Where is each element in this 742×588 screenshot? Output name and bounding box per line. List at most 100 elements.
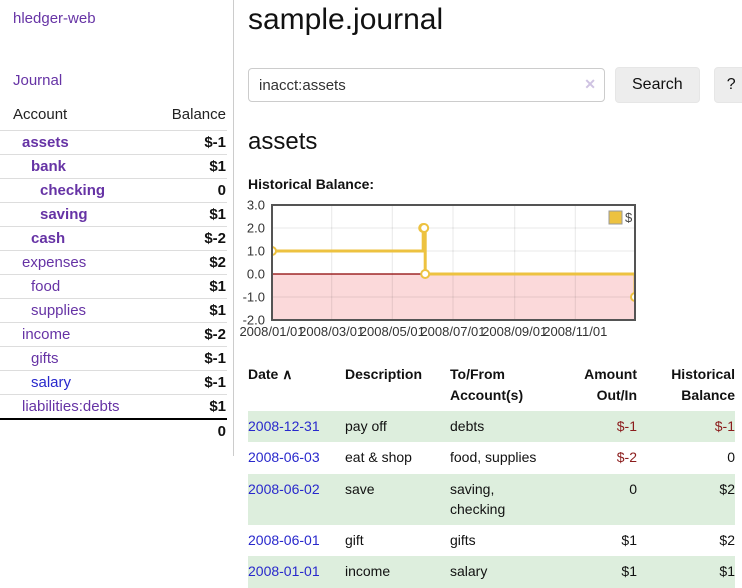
accounts-header-account: Account: [13, 106, 68, 123]
accounts-total-value: 0: [155, 418, 227, 443]
transaction-date-cell: 2008-01-01: [248, 556, 345, 587]
account-balance: $2: [155, 250, 227, 275]
search-button[interactable]: Search: [615, 67, 700, 103]
transaction-date-cell: 2008-12-31: [248, 411, 345, 442]
sidebar-account-link[interactable]: salary: [31, 374, 72, 391]
accounts-table-header-row: Account Balance: [0, 102, 227, 131]
account-name-cell: food: [0, 274, 156, 299]
account-row: bank $1: [0, 154, 227, 179]
account-row: liabilities:debts $1: [0, 394, 227, 419]
column-header-balance: Historical Balance: [671, 366, 735, 403]
transaction-amount: $-1: [616, 418, 637, 434]
accounts-total-spacer: [0, 418, 156, 443]
register-table: Date ∧ Description To/From Account(s) Am…: [248, 362, 735, 588]
account-row: checking 0: [0, 178, 227, 203]
transaction-amount: $1: [621, 563, 637, 580]
svg-text:2008/09/01: 2008/09/01: [482, 324, 547, 339]
sidebar-account-link[interactable]: checking: [40, 182, 106, 199]
page-title: sample.journal: [248, 3, 444, 36]
account-balance: $-1: [155, 346, 227, 371]
transaction-accounts: salary: [450, 563, 488, 580]
transaction-date-link[interactable]: 2008-01-01: [248, 563, 320, 580]
register-row: 2008-06-01 gift gifts $1 $2: [248, 525, 735, 556]
account-balance: $1: [155, 202, 227, 227]
account-title: assets: [248, 128, 318, 155]
accounts-table: Account Balance assets $-1 bank $1 checking 0…: [0, 102, 227, 443]
transaction-date-cell: 2008-06-03: [248, 442, 345, 473]
sidebar-account-link[interactable]: cash: [31, 230, 66, 247]
transaction-date-link[interactable]: 2008-12-31: [248, 418, 320, 434]
account-row: expenses $2: [0, 250, 227, 275]
sidebar-account-link[interactable]: assets: [22, 134, 69, 151]
historical-balance-chart: $3.0 2.0 1.0 0.0 -1.0 -2.0 2008/01/01 2008/03/0…: [239, 198, 735, 348]
transaction-amount: $1: [621, 532, 637, 549]
accounts-total-row: 0: [0, 418, 227, 443]
transaction-balance: $2: [719, 480, 735, 497]
transaction-date-link[interactable]: 2008-06-01: [248, 532, 320, 549]
account-balance: $1: [155, 298, 227, 323]
transaction-amount: $-2: [616, 449, 637, 466]
svg-text:2008/07/01: 2008/07/01: [420, 324, 485, 339]
account-balance: $-1: [155, 130, 227, 155]
transaction-description: income: [345, 563, 391, 580]
column-header-date[interactable]: Date ∧: [248, 362, 345, 411]
transaction-date-cell: 2008-06-02: [248, 474, 345, 526]
account-row: cash $-2: [0, 226, 227, 251]
transaction-description: save: [345, 480, 375, 497]
svg-text:3.0: 3.0: [247, 198, 265, 213]
register-row: 2008-06-02 save saving, checking 0 $2: [248, 473, 735, 526]
transaction-date-link[interactable]: 2008-06-02: [248, 480, 320, 497]
transaction-date-cell: 2008-06-01: [248, 525, 345, 556]
sidebar-account-link[interactable]: expenses: [22, 254, 87, 271]
brand-link[interactable]: hledger-web: [13, 10, 96, 27]
search-input[interactable]: [248, 68, 605, 102]
account-balance: $-2: [155, 322, 227, 347]
sidebar-account-link[interactable]: liabilities:debts: [22, 398, 120, 415]
sidebar: hledger-web Journal Account Balance asse…: [0, 0, 227, 443]
svg-text:2008/11/01: 2008/11/01: [543, 324, 607, 339]
help-button[interactable]: ?: [713, 67, 742, 103]
transaction-description: pay off: [345, 418, 387, 434]
chart-title: Historical Balance:: [248, 176, 375, 192]
sidebar-account-link[interactable]: income: [22, 326, 71, 343]
transaction-accounts: food, supplies: [450, 449, 537, 466]
svg-text:$: $: [625, 210, 633, 225]
sidebar-account-link[interactable]: food: [31, 278, 61, 295]
sidebar-account-link[interactable]: supplies: [31, 302, 87, 319]
sidebar-item-journal[interactable]: Journal: [13, 72, 63, 89]
account-name-cell: gifts: [0, 346, 156, 371]
account-row: gifts $-1: [0, 346, 227, 371]
sort-ascending-icon: ∧: [282, 366, 293, 382]
register-row: 2008-06-03 eat & shop food, supplies $-2 0: [248, 442, 735, 473]
column-header-accounts: To/From Account(s): [450, 366, 524, 403]
transaction-accounts: debts: [450, 418, 485, 434]
column-header-description: Description: [345, 366, 423, 382]
transaction-date-link[interactable]: 2008-06-03: [248, 449, 320, 466]
transaction-balance: $2: [719, 532, 735, 549]
sidebar-account-link[interactable]: saving: [40, 206, 88, 223]
accounts-header-balance: Balance: [171, 106, 226, 123]
account-row: salary $-1: [0, 370, 227, 395]
transaction-accounts: gifts: [450, 532, 476, 549]
account-row: food $1: [0, 274, 227, 299]
account-balance: $1: [155, 394, 227, 419]
account-balance: $1: [155, 154, 227, 179]
account-name-cell: bank: [0, 154, 156, 179]
register-header-row: Date ∧ Description To/From Account(s) Am…: [248, 362, 735, 411]
svg-text:2008/03/01: 2008/03/01: [299, 324, 364, 339]
sidebar-divider: [233, 0, 234, 456]
svg-text:2008/01/01: 2008/01/01: [239, 324, 304, 339]
sidebar-account-link[interactable]: bank: [31, 158, 67, 175]
register-row: 2008-12-31 pay off debts $-1 $-1: [248, 411, 735, 443]
svg-text:-2.0: -2.0: [243, 313, 265, 328]
svg-text:-1.0: -1.0: [243, 290, 265, 305]
sidebar-account-link[interactable]: gifts: [31, 350, 59, 367]
clear-search-icon[interactable]: ✕: [584, 76, 596, 92]
account-row: supplies $1: [0, 298, 227, 323]
account-name-cell: salary: [0, 370, 156, 395]
svg-text:0.0: 0.0: [247, 267, 265, 282]
svg-text:2.0: 2.0: [247, 221, 265, 236]
account-balance: $-2: [155, 226, 227, 251]
account-name-cell: assets: [0, 130, 156, 155]
column-header-amount: Amount Out/In: [584, 366, 637, 403]
